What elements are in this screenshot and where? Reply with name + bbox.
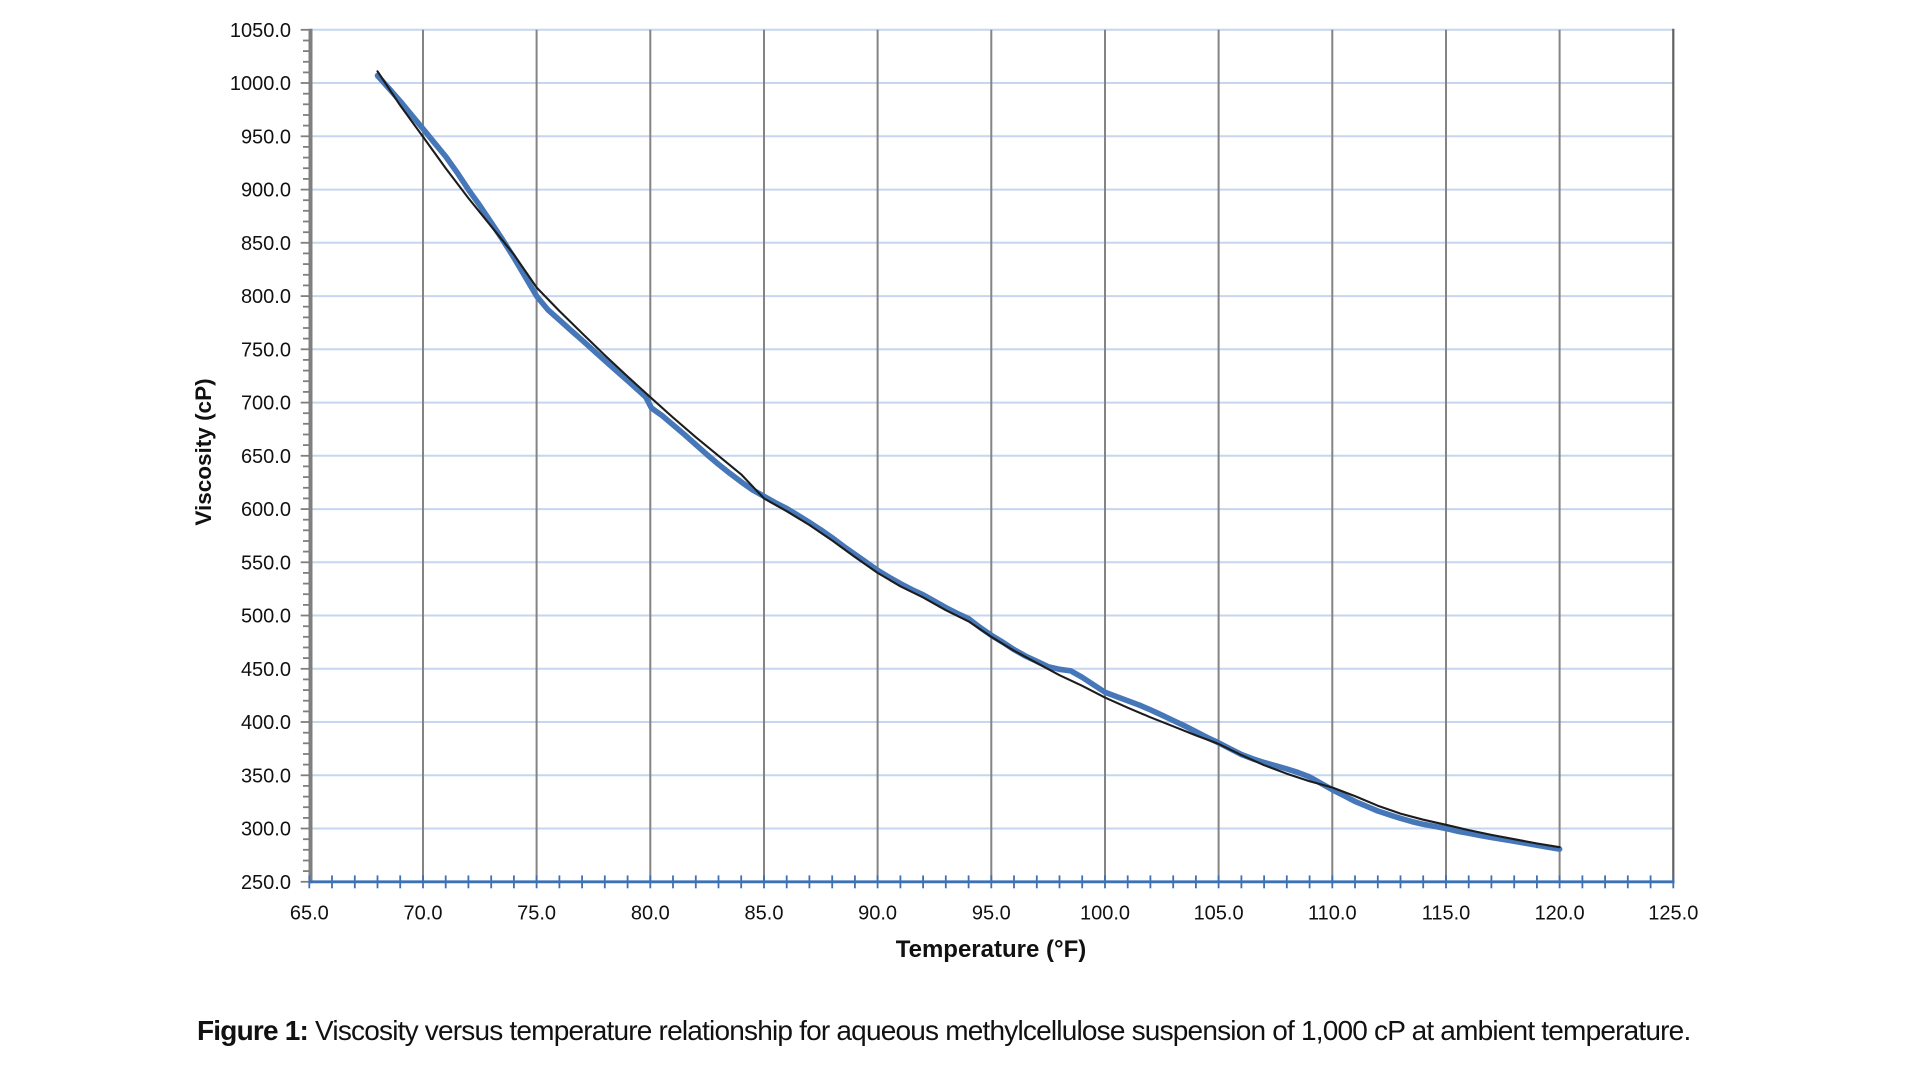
svg-text:600.0: 600.0 — [241, 499, 291, 521]
svg-text:105.0: 105.0 — [1194, 903, 1244, 925]
svg-text:85.0: 85.0 — [745, 903, 784, 925]
svg-text:950.0: 950.0 — [241, 126, 291, 148]
svg-text:90.0: 90.0 — [858, 903, 897, 925]
svg-text:300.0: 300.0 — [241, 819, 291, 841]
svg-text:80.0: 80.0 — [631, 903, 670, 925]
svg-text:700.0: 700.0 — [241, 393, 291, 415]
svg-text:250.0: 250.0 — [241, 872, 291, 894]
svg-text:75.0: 75.0 — [517, 903, 556, 925]
svg-text:350.0: 350.0 — [241, 765, 291, 787]
svg-text:500.0: 500.0 — [241, 606, 291, 628]
svg-text:115.0: 115.0 — [1422, 903, 1471, 925]
svg-text:900.0: 900.0 — [241, 180, 291, 202]
svg-text:750.0: 750.0 — [241, 339, 291, 361]
svg-text:100.0: 100.0 — [1080, 903, 1130, 925]
svg-text:Figure 1: Viscosity versus tem: Figure 1: Viscosity versus temperature r… — [197, 1015, 1690, 1046]
svg-text:800.0: 800.0 — [241, 286, 291, 308]
svg-text:Temperature (°F): Temperature (°F) — [896, 936, 1087, 963]
svg-text:65.0: 65.0 — [290, 903, 329, 925]
svg-text:400.0: 400.0 — [241, 712, 291, 734]
svg-text:70.0: 70.0 — [404, 903, 443, 925]
svg-text:550.0: 550.0 — [241, 552, 291, 574]
svg-text:450.0: 450.0 — [241, 659, 291, 681]
svg-text:650.0: 650.0 — [241, 446, 291, 468]
svg-text:125.0: 125.0 — [1648, 903, 1698, 925]
svg-text:95.0: 95.0 — [972, 903, 1011, 925]
svg-text:110.0: 110.0 — [1308, 903, 1357, 925]
svg-text:1050.0: 1050.0 — [230, 20, 291, 42]
svg-text:120.0: 120.0 — [1535, 903, 1585, 925]
svg-text:850.0: 850.0 — [241, 233, 291, 255]
svg-text:1000.0: 1000.0 — [230, 73, 291, 95]
svg-text:Viscosity (cP): Viscosity (cP) — [191, 378, 216, 525]
